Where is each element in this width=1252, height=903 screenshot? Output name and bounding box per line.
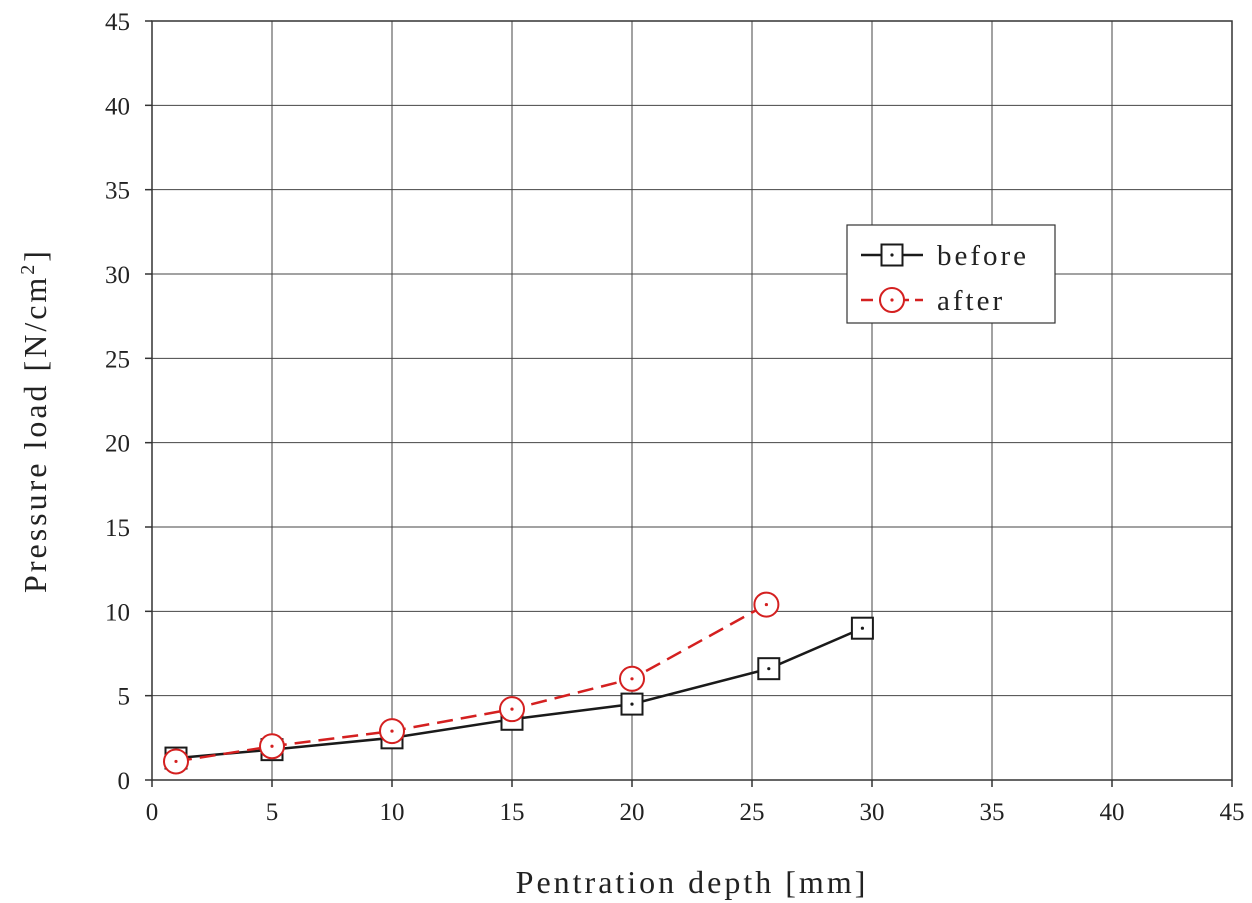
x-tick-label: 25 — [740, 799, 765, 826]
x-tick-label: 35 — [980, 799, 1005, 826]
plot-frame — [151, 20, 1233, 781]
y-tick-label: 20 — [105, 431, 130, 458]
y-axis-label: Pressure load [N/cm2] — [17, 248, 53, 593]
y-tick-label: 45 — [105, 9, 130, 36]
data-point-after — [163, 748, 189, 775]
data-point-after — [259, 733, 285, 760]
data-point-before — [757, 657, 781, 681]
data-point-after — [619, 665, 645, 692]
data-point-before — [850, 616, 874, 640]
y-tick-label: 15 — [105, 515, 130, 542]
series-layer — [163, 591, 874, 775]
x-tick-label: 30 — [860, 799, 885, 826]
series-after — [163, 591, 780, 775]
y-axis-label-main: Pressure load [N/cm — [17, 275, 53, 593]
x-tick-label: 5 — [266, 799, 279, 826]
y-axis-label-end: ] — [17, 248, 53, 262]
y-tick-label: 25 — [105, 346, 130, 373]
x-tick-label: 45 — [1220, 799, 1245, 826]
x-axis-label: Pentration depth [mm] — [516, 864, 869, 900]
y-tick-label: 10 — [105, 599, 130, 626]
y-tick-label: 5 — [118, 684, 131, 711]
data-point-after — [379, 718, 405, 745]
x-tick-label: 15 — [500, 799, 525, 826]
legend-marker-after — [879, 287, 905, 313]
y-tick-label: 0 — [118, 768, 131, 795]
grid — [151, 20, 1233, 781]
data-point-after — [499, 696, 525, 723]
legend-label-after: after — [937, 285, 1005, 317]
legend-item-before: before — [861, 240, 1029, 272]
y-tick-label: 40 — [105, 93, 130, 120]
x-tick-label: 40 — [1100, 799, 1125, 826]
x-tick-label: 10 — [380, 799, 405, 826]
legend-label-before: before — [937, 240, 1029, 272]
y-tick-label: 30 — [105, 262, 130, 289]
y-axis-label-superscript: 2 — [17, 262, 39, 275]
x-tick-label: 20 — [620, 799, 645, 826]
legend: before after — [846, 224, 1056, 324]
y-axis-ticks: 0 5 10 15 20 25 30 35 40 45 — [105, 9, 152, 795]
series-line-after — [175, 603, 768, 763]
x-tick-label: 0 — [146, 799, 159, 826]
y-tick-label: 35 — [105, 178, 130, 205]
x-axis-ticks: 0 5 10 15 20 25 30 35 40 45 — [146, 780, 1245, 826]
legend-marker-before — [880, 243, 904, 267]
legend-item-after: after — [861, 285, 1005, 317]
data-point-before — [620, 692, 644, 716]
data-point-after — [753, 591, 780, 618]
